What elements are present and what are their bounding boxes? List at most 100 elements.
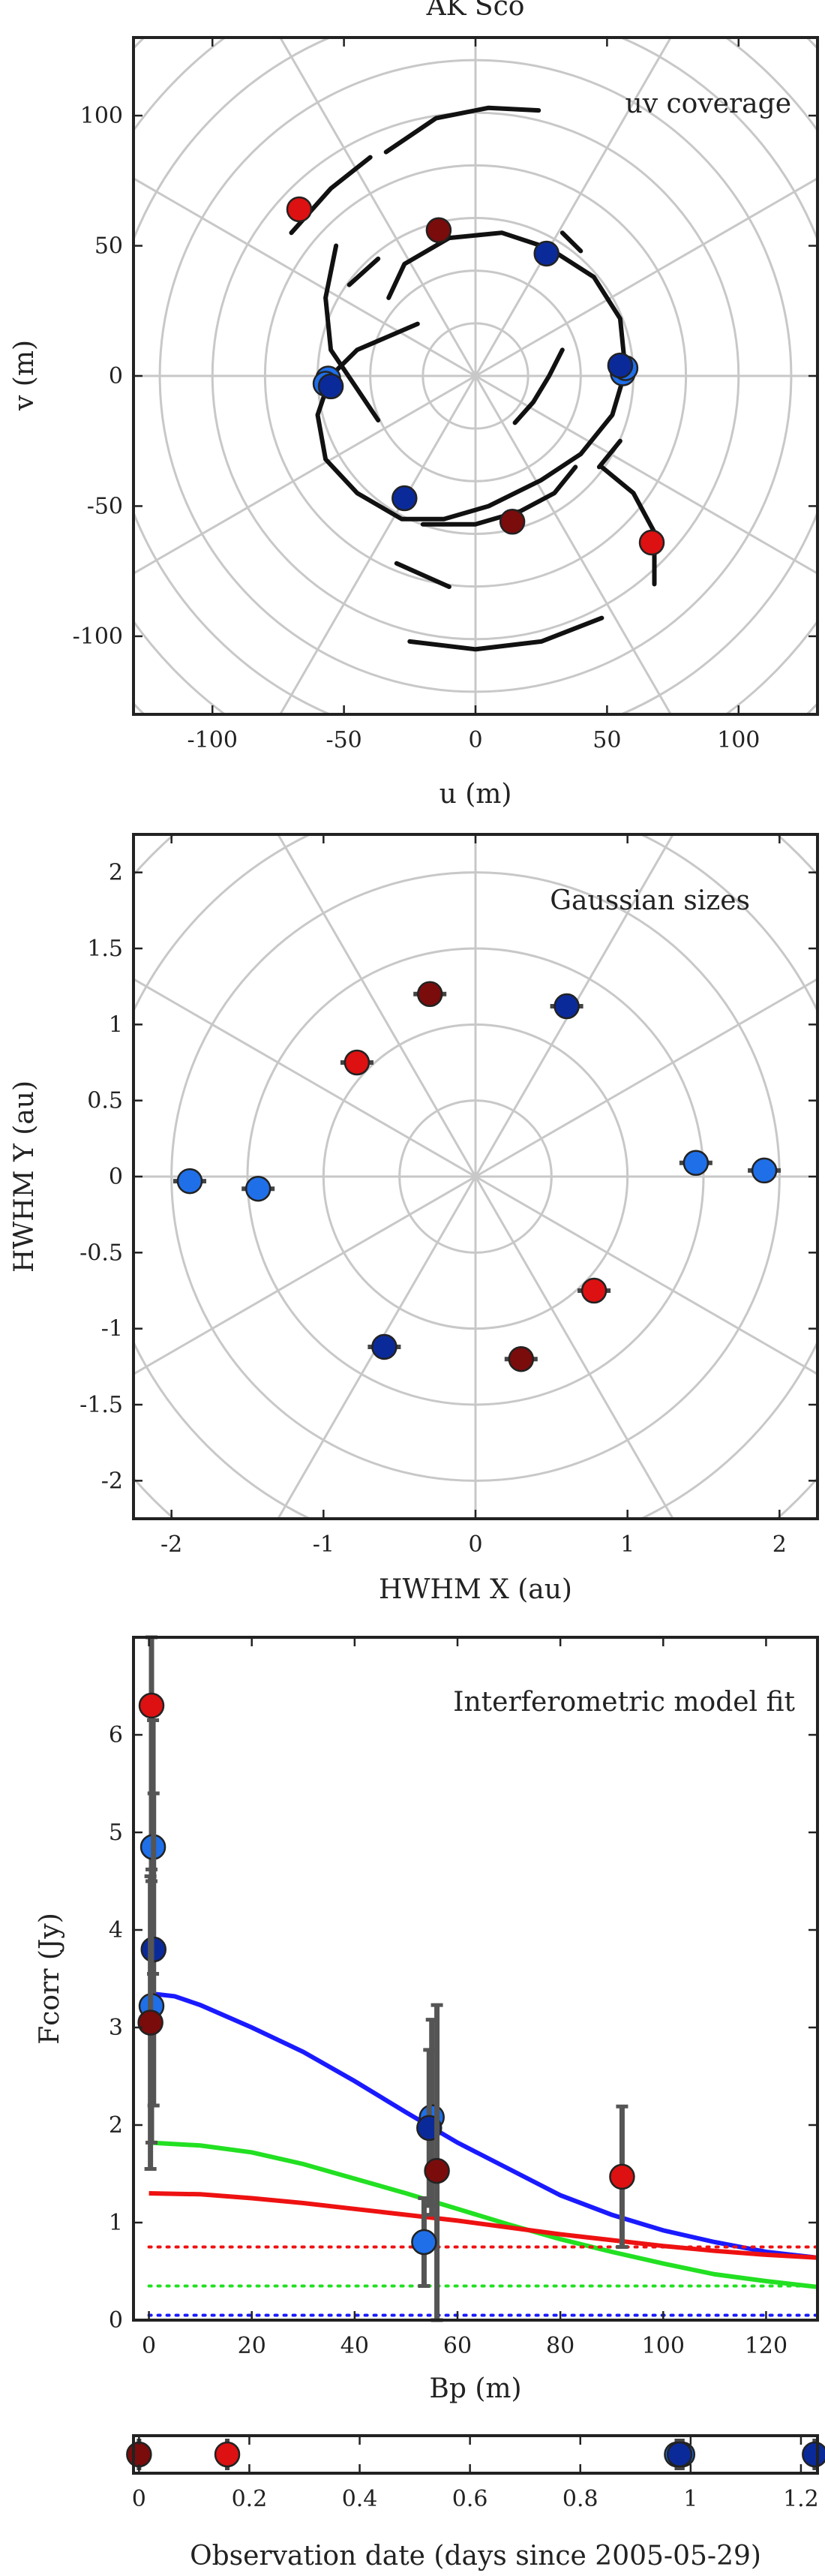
uv-coverage-panel: -100 -50 0 50 100 -100 -50 0 50 100 AK Sco uv cov… xyxy=(9,0,819,810)
plot-frame xyxy=(132,2434,819,2475)
x-tick-label: 120 xyxy=(745,2333,788,2359)
uv-track xyxy=(596,438,622,470)
x-tick-label: 100 xyxy=(717,727,760,753)
date-points xyxy=(126,2439,825,2470)
x-axis-label: HWHM X (au) xyxy=(379,1574,572,1605)
grid-spoke xyxy=(134,977,818,1376)
y-tick-label: 0 xyxy=(109,2307,123,2334)
uv-point xyxy=(499,509,526,535)
y-tick-label: 50 xyxy=(94,233,123,260)
x-tick-label: 50 xyxy=(592,727,621,753)
y-tick-label: 1 xyxy=(109,1011,123,1038)
x-tick-label: 100 xyxy=(642,2333,685,2359)
uv-track xyxy=(560,230,584,254)
uv-track xyxy=(407,615,604,652)
size-point xyxy=(682,1150,710,1177)
y-tick-label: 0.5 xyxy=(87,1088,123,1114)
grid-lines xyxy=(134,38,818,714)
uv-tracks xyxy=(289,105,657,652)
date-point xyxy=(126,2441,152,2468)
uv-point xyxy=(533,240,560,267)
x-tick-label: 2 xyxy=(772,1531,787,1558)
uv-track xyxy=(512,347,565,425)
uv-track xyxy=(346,256,381,287)
panel-annotation: uv coverage xyxy=(626,89,791,119)
flux-point xyxy=(424,2157,450,2184)
uv-track xyxy=(420,464,578,527)
size-point xyxy=(554,993,580,1020)
axis-ticks: -2 -1 0 1 2 -2 -1.5 -1 -0.5 0 0.5 1 1.5 2 xyxy=(80,834,818,1558)
y-tick-label: 3 xyxy=(109,2015,123,2041)
y-tick-label: 0 xyxy=(109,1164,123,1190)
uv-point xyxy=(607,352,634,379)
y-tick-label: 6 xyxy=(109,1722,123,1748)
size-point xyxy=(244,1175,272,1202)
x-tick-label: 0.2 xyxy=(232,2486,268,2512)
grid-spoke xyxy=(278,38,673,714)
x-tick-label: 0 xyxy=(468,1531,482,1558)
y-axis-label: HWHM Y (au) xyxy=(9,1081,40,1273)
y-tick-label: 100 xyxy=(80,103,123,129)
date-point xyxy=(214,2441,241,2468)
uv-point xyxy=(638,529,665,556)
uv-track xyxy=(394,561,452,589)
size-point xyxy=(344,1049,370,1076)
uv-track xyxy=(383,105,542,155)
x-tick-label: 0.8 xyxy=(562,2486,598,2512)
size-point xyxy=(508,1345,535,1372)
size-point xyxy=(176,1168,203,1195)
x-tick-label: 1.2 xyxy=(783,2486,819,2512)
flux-point xyxy=(137,2009,164,2036)
uv-track xyxy=(599,464,657,587)
size-point xyxy=(580,1277,608,1304)
axis-ticks: 0 0.2 0.4 0.6 0.8 1 1.2 xyxy=(132,2436,819,2512)
flux-points xyxy=(137,1635,635,2322)
axis-ticks: -100 -50 0 50 100 -100 -50 0 50 100 xyxy=(73,38,818,753)
size-points xyxy=(172,981,782,1372)
flux-point xyxy=(609,2163,635,2190)
uv-point xyxy=(425,217,452,243)
uv-track xyxy=(315,230,628,522)
polar-grid xyxy=(134,38,818,714)
uv-point xyxy=(286,196,313,223)
plot-frame xyxy=(132,1636,819,2322)
model-curves xyxy=(147,1991,819,2317)
x-tick-label: 0 xyxy=(132,2486,146,2512)
x-axis-label: Observation date (days since 2005-05-29) xyxy=(190,2541,761,2571)
panel-annotation: Gaussian sizes xyxy=(550,885,750,916)
y-tick-label: 1.5 xyxy=(87,936,123,962)
y-tick-label: -1 xyxy=(101,1316,123,1342)
date-point xyxy=(666,2441,693,2468)
date-point xyxy=(802,2441,825,2468)
uv-points xyxy=(286,196,665,556)
axis-ticks: 0 20 40 60 80 100 120 0 1 2 3 4 5 6 xyxy=(109,1637,818,2359)
model-curve xyxy=(148,1991,818,2260)
y-axis-label: Fcorr (Jy) xyxy=(34,1913,65,2045)
x-tick-label: 0.4 xyxy=(342,2486,378,2512)
x-axis-label: u (m) xyxy=(440,779,512,810)
x-tick-label: 60 xyxy=(443,2333,472,2359)
model-curve xyxy=(148,2140,818,2289)
observation-date-panel: 0 0.2 0.4 0.6 0.8 1 1.2 Observation date (days… xyxy=(126,2434,825,2571)
x-axis-label: Bp (m) xyxy=(429,2373,521,2404)
uv-point xyxy=(392,485,418,512)
panel-annotation: Interferometric model fit xyxy=(453,1687,795,1718)
x-tick-label: 0 xyxy=(142,2333,156,2359)
size-point xyxy=(416,981,443,1008)
x-tick-label: 1 xyxy=(683,2486,698,2512)
y-tick-label: -100 xyxy=(73,624,123,650)
y-tick-label: -2 xyxy=(101,1468,123,1494)
flux-point xyxy=(138,1692,165,1719)
y-tick-label: 0 xyxy=(109,363,123,389)
y-tick-label: -0.5 xyxy=(80,1240,123,1266)
grid-spoke xyxy=(276,834,675,1519)
y-tick-label: -50 xyxy=(87,493,123,519)
chart-title: AK Sco xyxy=(426,0,525,22)
x-tick-label: -1 xyxy=(313,1531,334,1558)
y-tick-label: 2 xyxy=(109,860,123,886)
x-tick-label: 20 xyxy=(238,2333,266,2359)
x-tick-label: 0 xyxy=(468,727,482,753)
